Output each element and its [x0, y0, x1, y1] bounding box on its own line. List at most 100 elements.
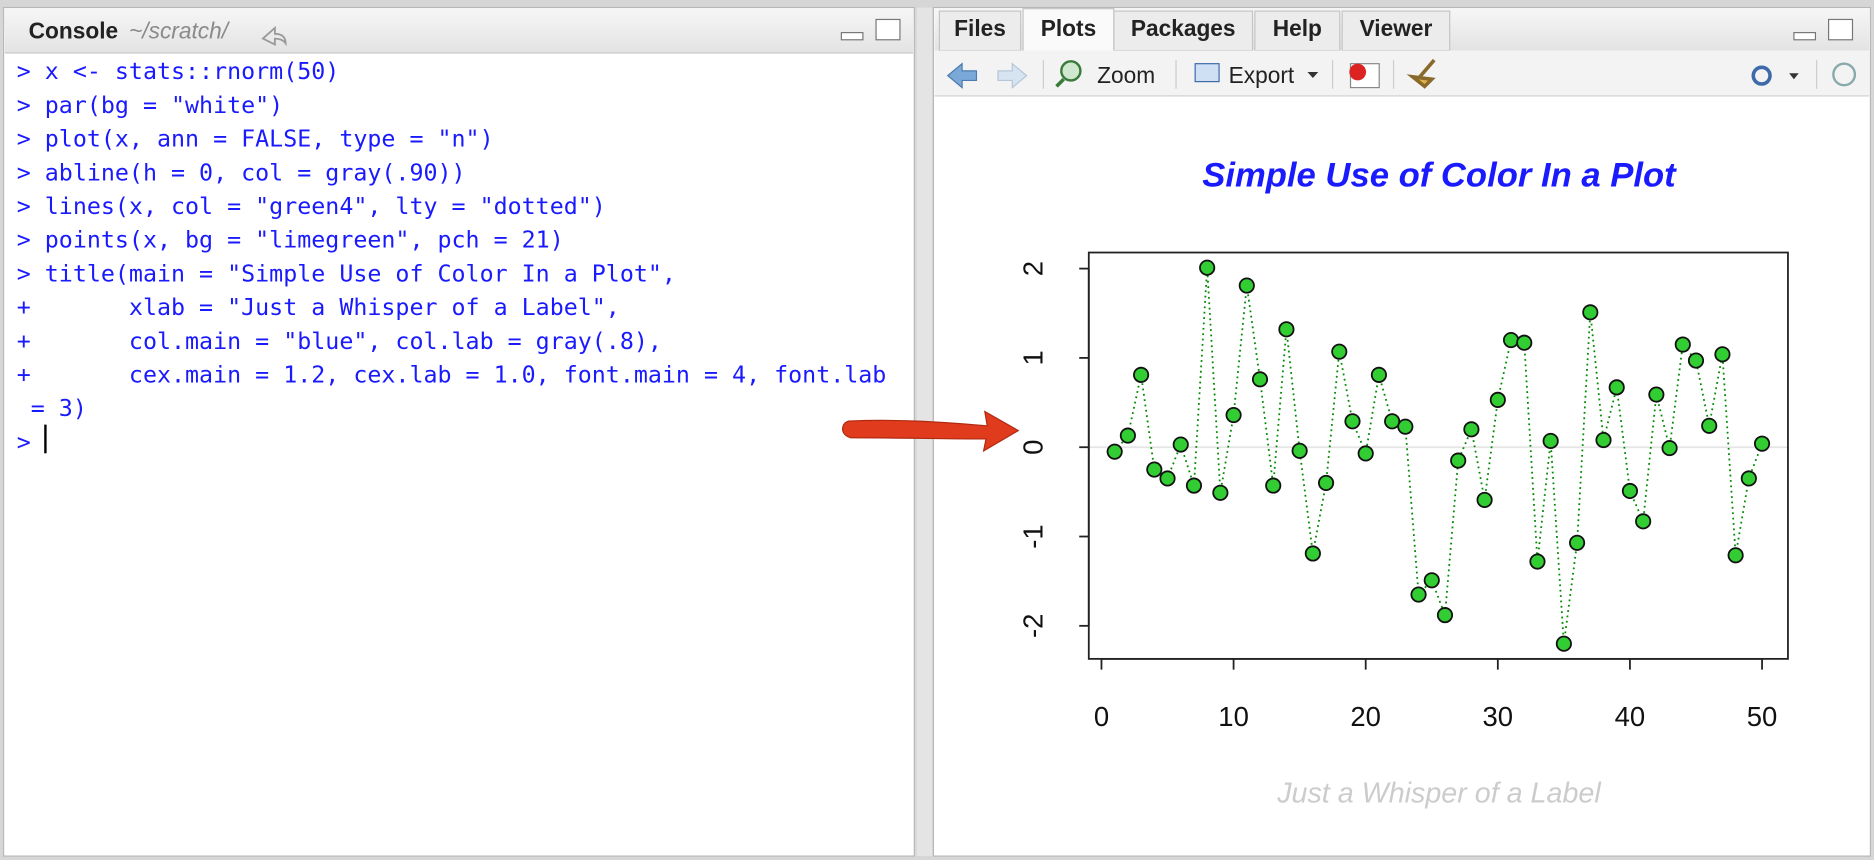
tab[interactable]	[1113, 10, 1254, 52]
y-tick-label: -1	[1017, 524, 1048, 548]
data-point	[1502, 331, 1520, 349]
tab-label[interactable]: Files	[954, 15, 1006, 41]
data-point	[1648, 386, 1665, 403]
data-point	[1714, 346, 1731, 363]
data-point	[1635, 513, 1652, 530]
data-point	[1727, 547, 1744, 564]
data-point	[1199, 259, 1216, 276]
data-point	[1753, 435, 1771, 452]
console-line: > points(x, bg = "limegreen", pch = 21)	[17, 227, 564, 254]
data-point	[1185, 477, 1203, 494]
console-path: ~/scratch/	[129, 18, 231, 44]
console-line: > plot(x, ann = FALSE, type = "n")	[17, 126, 494, 153]
data-point	[1740, 470, 1757, 487]
export-button[interactable]: Export	[1229, 62, 1295, 88]
maximize-button[interactable]	[1827, 18, 1854, 41]
data-point	[1569, 534, 1586, 551]
remove-plot-badge	[1349, 63, 1367, 81]
forward-button[interactable]	[997, 62, 1028, 89]
data-point	[1357, 445, 1374, 462]
minimize-button[interactable]	[1793, 32, 1817, 41]
tab-label[interactable]: Plots	[1041, 15, 1096, 41]
export-icon[interactable]	[1194, 63, 1220, 83]
plot-box	[1087, 251, 1789, 660]
data-point	[1317, 474, 1335, 492]
data-point	[1344, 413, 1361, 430]
console-line: > lines(x, col = "green4", lty = "dotted…	[17, 193, 606, 220]
y-tick-label: 2	[1017, 261, 1048, 276]
plots-pane: Files Plots Packages Help Viewer Zoom Export…	[932, 6, 1872, 857]
data-point	[1621, 482, 1639, 500]
data-point	[1450, 452, 1467, 469]
data-point	[1238, 277, 1255, 294]
refresh-icon[interactable]	[1832, 62, 1857, 87]
console-frame	[2, 6, 915, 857]
data-point	[1278, 321, 1295, 338]
data-point	[1476, 491, 1493, 508]
zoom-button[interactable]: Zoom	[1097, 62, 1155, 88]
data-point	[1225, 406, 1242, 424]
data-point	[1661, 440, 1678, 457]
x-tick-label: 50	[1747, 701, 1778, 732]
data-point	[1172, 436, 1189, 453]
data-point	[1436, 607, 1454, 624]
tab[interactable]	[1341, 10, 1451, 52]
export-dropdown[interactable]	[1307, 72, 1319, 79]
data-point	[1423, 572, 1440, 589]
x-axis-label: Just a Whisper of a Label	[1276, 778, 1602, 810]
x-tick-label: 40	[1615, 701, 1646, 732]
plot: Simple Use of Color In a Plot Just a Whi…	[1017, 156, 1789, 810]
data-point	[1701, 417, 1718, 434]
tab-label[interactable]: Help	[1273, 15, 1322, 41]
red-arrow	[841, 410, 1020, 453]
y-tick-label: 1	[1017, 350, 1048, 365]
console-line: = 3)	[17, 395, 87, 422]
console-line: + cex.main = 1.2, cex.lab = 1.0, font.ma…	[17, 362, 887, 389]
console-line: > par(bg = "white")	[17, 92, 284, 119]
tab-label[interactable]: Packages	[1131, 15, 1236, 41]
publish-icon[interactable]	[1751, 65, 1772, 86]
publish-dropdown[interactable]	[1789, 73, 1799, 80]
back-button[interactable]	[946, 62, 978, 89]
data-point	[1251, 371, 1269, 388]
data-point	[1370, 366, 1387, 383]
data-point	[1489, 391, 1506, 408]
x-tick-label: 20	[1350, 701, 1381, 732]
clear-plots-icon[interactable]	[1406, 58, 1436, 89]
go-to-dir-icon[interactable]	[261, 25, 287, 47]
tab-label[interactable]: Viewer	[1360, 15, 1433, 41]
maximize-button[interactable]	[875, 18, 901, 41]
y-tick-label: 0	[1017, 440, 1048, 455]
data-point	[1674, 336, 1691, 353]
data-point	[1542, 432, 1559, 450]
zoom-icon[interactable]	[1060, 60, 1082, 82]
data-point	[1555, 635, 1572, 652]
tabs: Files Plots Packages Help Viewer	[938, 8, 1451, 53]
console-line: > title(main = "Simple Use of Color In a…	[17, 260, 676, 287]
data-point	[1265, 477, 1282, 494]
data-point	[1687, 352, 1705, 369]
x-tick-label: 0	[1094, 701, 1109, 732]
y-tick-label: -2	[1017, 614, 1048, 638]
plot-title: Simple Use of Color In a Plot	[1202, 156, 1677, 194]
console-header	[4, 8, 914, 53]
tab[interactable]	[938, 10, 1022, 52]
console-line: > abline(h = 0, col = gray(.90))	[17, 159, 466, 186]
data-point	[1119, 427, 1136, 444]
console-pane: Console ~/scratch/ > x <- stats::rnorm(5…	[2, 6, 915, 857]
console-line: >	[17, 429, 31, 456]
cursor	[44, 424, 47, 454]
tab[interactable]	[1254, 10, 1341, 52]
console-output: > x <- stats::rnorm(50)> par(bg = "white…	[17, 58, 887, 456]
console-line: > x <- stats::rnorm(50)	[17, 58, 340, 85]
data-line	[1113, 267, 1763, 644]
data-point	[1529, 553, 1546, 570]
console-title: Console	[29, 18, 119, 44]
data-point	[1384, 413, 1401, 430]
data-point	[1410, 586, 1427, 603]
data-point	[1106, 443, 1123, 460]
x-tick-label: 10	[1218, 701, 1249, 732]
minimize-button[interactable]	[840, 32, 864, 41]
